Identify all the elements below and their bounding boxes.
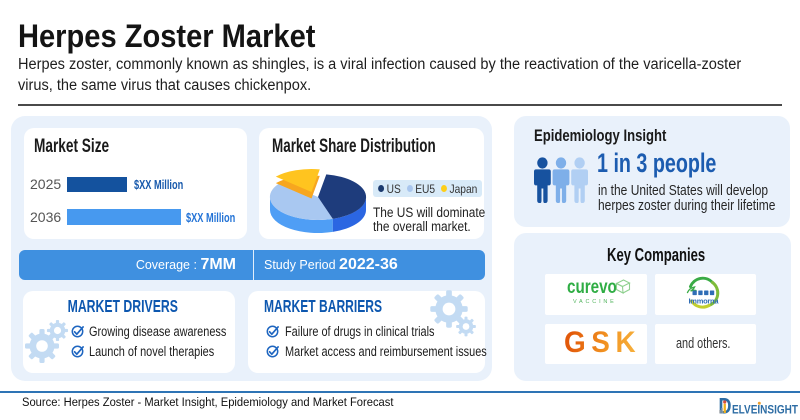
svg-text:Immorna: Immorna [689, 297, 720, 306]
svg-text:ELVEINSIGHT: ELVEINSIGHT [732, 403, 799, 416]
